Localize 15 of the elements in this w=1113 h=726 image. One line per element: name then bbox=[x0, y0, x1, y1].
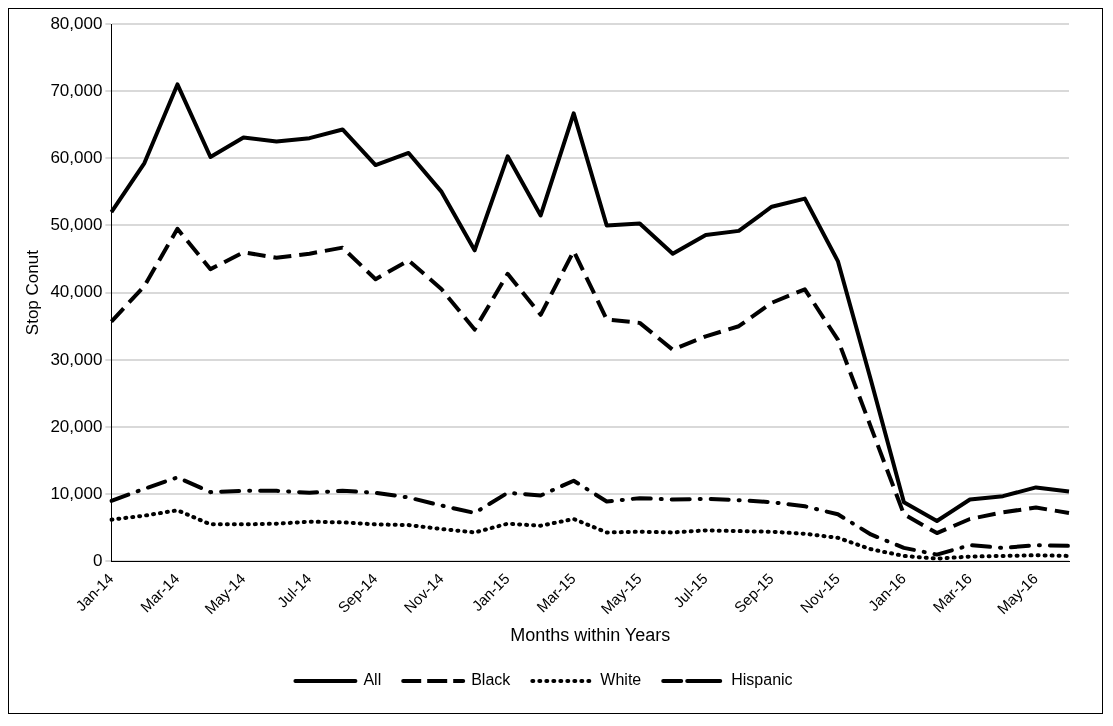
y-tick-label: 30,000 bbox=[50, 349, 103, 369]
y-tick-label: 20,000 bbox=[50, 416, 103, 436]
y-axis-title: Stop Conut bbox=[22, 249, 42, 336]
legend-label: White bbox=[600, 671, 642, 689]
y-tick-label: 50,000 bbox=[50, 215, 103, 235]
y-tick-label: 80,000 bbox=[50, 13, 103, 33]
y-tick-label: 40,000 bbox=[50, 282, 103, 302]
legend-label: Black bbox=[471, 671, 512, 689]
y-tick-label: 70,000 bbox=[50, 80, 103, 100]
legend-label: All bbox=[363, 671, 382, 689]
x-axis-title: Months within Years bbox=[510, 625, 671, 646]
y-tick-label: 60,000 bbox=[50, 148, 103, 168]
y-tick-label: 0 bbox=[92, 550, 103, 570]
y-tick-label: 10,000 bbox=[50, 483, 103, 503]
legend-label: Hispanic bbox=[731, 671, 793, 689]
